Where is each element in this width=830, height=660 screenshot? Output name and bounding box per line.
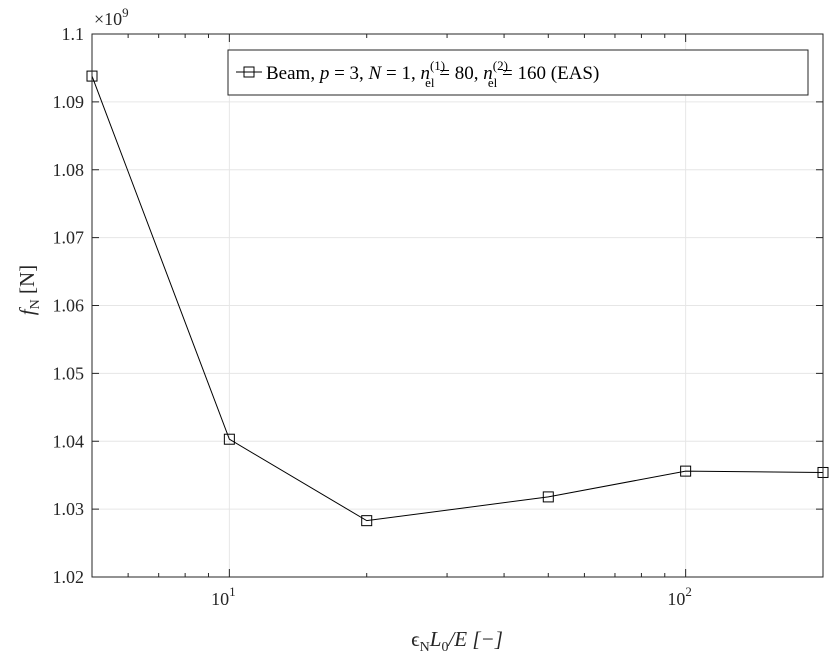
x-axis-label: ϵNL0/E [−] (411, 627, 503, 655)
y-tick-label: 1.07 (53, 228, 85, 248)
data-point (223, 433, 235, 445)
y-tick-label: 1.04 (53, 431, 85, 451)
y-multiplier-base: ×10 (94, 9, 122, 29)
data-point (361, 515, 373, 527)
x-tick-label: 102 (667, 584, 692, 609)
y-tick-label: 1.06 (53, 296, 85, 316)
ticks: 1.02 1.03 1.04 1.05 1.06 1.07 1.08 1.09 1.1 101 10… (53, 24, 824, 609)
y-multiplier-exponent: 9 (122, 5, 129, 20)
y-tick-label: 1.09 (53, 92, 85, 112)
y-axis-label: fN [N] (15, 265, 43, 315)
legend-marker (243, 66, 255, 78)
y-tick-label: 1.05 (53, 363, 85, 383)
legend-box (227, 49, 809, 96)
data-point (680, 465, 692, 477)
y-multiplier: ×109 (94, 5, 129, 29)
y-tick-label: 1.03 (53, 499, 85, 519)
y-tick-label: 1.02 (53, 567, 85, 587)
data-point (542, 491, 554, 503)
legend: Beam, p = 3, N = 1, n(1) el = 80, n(2) el … (227, 49, 809, 96)
y-tick-label: 1.1 (62, 24, 85, 44)
x-tick-label: 101 (211, 584, 236, 609)
grid (92, 33, 823, 578)
y-tick-label: 1.08 (53, 160, 85, 180)
series-line (91, 75, 824, 522)
legend-entry: Beam, p = 3, N = 1, n(1) el = 80, n(2) el … (266, 58, 599, 90)
series-layer (86, 70, 829, 527)
